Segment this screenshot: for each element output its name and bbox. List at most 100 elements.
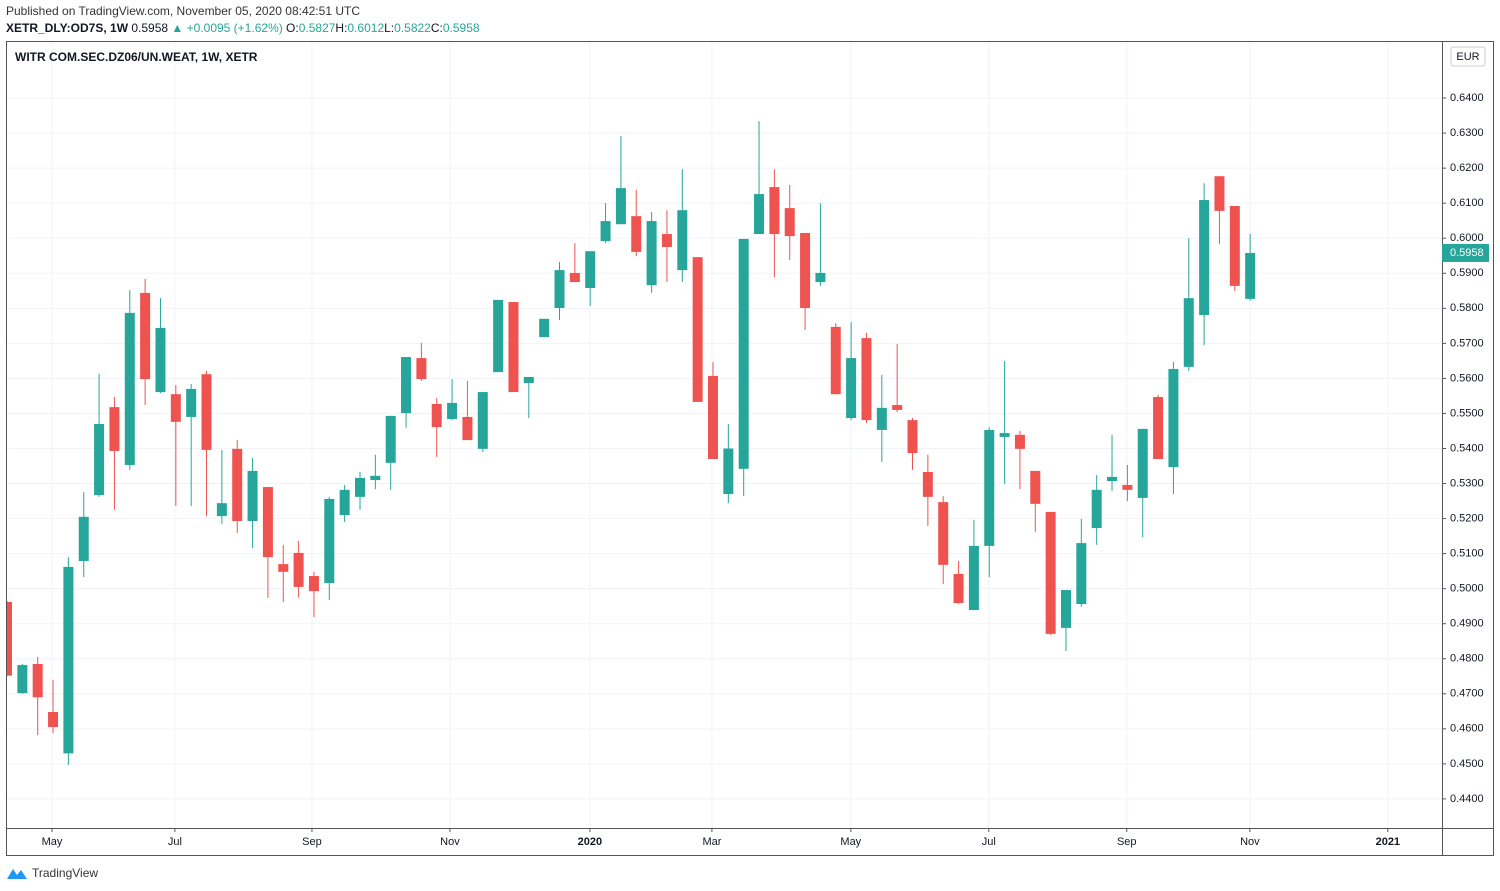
candle-body bbox=[324, 498, 335, 584]
candle-body bbox=[677, 210, 688, 271]
published-line: Published on TradingView.com, November 0… bbox=[6, 4, 360, 18]
candle-body bbox=[1214, 176, 1225, 211]
footer-logo: TradingView bbox=[7, 866, 98, 880]
candle-body bbox=[109, 407, 120, 451]
candle-body bbox=[800, 232, 811, 308]
candle-body bbox=[216, 503, 227, 517]
y-tick-label: 0.5700 bbox=[1450, 337, 1484, 349]
y-tick-label: 0.4800 bbox=[1450, 653, 1484, 665]
candle-body bbox=[738, 238, 749, 469]
y-tick-label: 0.5100 bbox=[1450, 548, 1484, 560]
candle-body bbox=[462, 416, 473, 441]
x-tick-label: Jul bbox=[168, 836, 182, 848]
candle-body bbox=[293, 552, 304, 587]
candle-body bbox=[600, 221, 611, 242]
candle-body bbox=[508, 302, 519, 393]
symbol-line: XETR_DLY:OD7S, 1W 0.5958 ▲ +0.0095 (+1.6… bbox=[6, 21, 480, 35]
y-tick-label: 0.5300 bbox=[1450, 477, 1484, 489]
y-tick-label: 0.6400 bbox=[1450, 92, 1484, 104]
candle-body bbox=[201, 374, 212, 450]
y-tick-label: 0.5000 bbox=[1450, 583, 1484, 595]
candle-body bbox=[401, 357, 412, 414]
y-tick-label: 0.4400 bbox=[1450, 793, 1484, 805]
y-tick-label: 0.5800 bbox=[1450, 302, 1484, 314]
chart-frame bbox=[6, 41, 1494, 856]
change: ▲ +0.0095 (+1.62%) bbox=[171, 21, 283, 35]
candle-body bbox=[815, 272, 826, 283]
last-price-box bbox=[1442, 243, 1489, 262]
logo-icon bbox=[7, 869, 27, 879]
candle-body bbox=[1229, 205, 1240, 286]
candle-body bbox=[1014, 434, 1025, 449]
candle-body bbox=[922, 471, 933, 497]
ohlc-label: C: bbox=[430, 21, 443, 35]
symbol: XETR_DLY:OD7S, 1W bbox=[6, 21, 129, 35]
candle-body bbox=[523, 377, 534, 383]
candle-body bbox=[585, 251, 596, 288]
candle-body bbox=[232, 448, 243, 522]
candle-body bbox=[354, 477, 365, 497]
candle-body bbox=[938, 502, 949, 565]
candle-body bbox=[1122, 484, 1133, 490]
candle-body bbox=[876, 407, 887, 430]
candle-body bbox=[339, 489, 350, 516]
x-tick-label: Jul bbox=[982, 836, 996, 848]
y-tick-label: 0.6200 bbox=[1450, 162, 1484, 174]
x-tick-label: Nov bbox=[440, 836, 460, 848]
y-tick-label: 0.6300 bbox=[1450, 127, 1484, 139]
candle-body bbox=[1107, 476, 1118, 482]
candle-body bbox=[953, 573, 964, 604]
candle-body bbox=[569, 272, 580, 283]
x-tick-label: 2020 bbox=[578, 836, 602, 848]
candle-body bbox=[1030, 470, 1041, 504]
candle-body bbox=[17, 665, 28, 694]
candle-body bbox=[308, 576, 319, 592]
candle-body bbox=[385, 415, 396, 463]
candle-body bbox=[186, 388, 197, 417]
candle-body bbox=[477, 392, 488, 449]
candle-body bbox=[48, 712, 59, 728]
ohlc-label: O: bbox=[286, 21, 299, 35]
x-tick-label: May bbox=[42, 836, 63, 848]
candles bbox=[7, 121, 1256, 765]
y-tick-label: 0.6100 bbox=[1450, 197, 1484, 209]
y-tick-label: 0.4600 bbox=[1450, 723, 1484, 735]
axes: 0.4400 0.4500 0.4600 0.4700 0.4800 0.4900 0.50… bbox=[42, 92, 1489, 848]
candle-body bbox=[278, 564, 289, 572]
brand: TradingView bbox=[32, 866, 98, 880]
y-tick-label: 0.5900 bbox=[1450, 267, 1484, 279]
candle-body bbox=[554, 270, 565, 308]
ohlc-value: 0.6012 bbox=[347, 21, 385, 35]
candle-body bbox=[370, 475, 381, 481]
ohlc-label: H: bbox=[335, 21, 348, 35]
candle-body bbox=[846, 358, 857, 419]
x-tick-label: Mar bbox=[702, 836, 721, 848]
y-tick-label: 0.5600 bbox=[1450, 372, 1484, 384]
candle-body bbox=[999, 433, 1010, 437]
candle-body bbox=[1137, 428, 1148, 498]
candle-body bbox=[170, 394, 181, 422]
candle-body bbox=[646, 221, 657, 286]
candle-body bbox=[769, 187, 780, 235]
y-tick-label: 0.5200 bbox=[1450, 512, 1484, 524]
candle-body bbox=[1153, 396, 1164, 460]
candle-body bbox=[262, 487, 273, 558]
candle-body bbox=[416, 358, 427, 380]
candle-body bbox=[7, 601, 12, 676]
candle-body bbox=[707, 375, 718, 460]
candle-body bbox=[32, 664, 43, 698]
candle-body bbox=[692, 257, 703, 402]
ohlc-value: 0.5958 bbox=[442, 21, 480, 35]
candle-body bbox=[140, 292, 151, 380]
candle-body bbox=[631, 216, 642, 252]
price: 0.5958 bbox=[131, 21, 169, 35]
candle-body bbox=[754, 194, 765, 235]
y-tick-label: 0.4900 bbox=[1450, 618, 1484, 630]
last-price-label: 0.5958 bbox=[1450, 247, 1484, 259]
candle-body bbox=[124, 312, 135, 465]
ohlc-value: 0.5827 bbox=[298, 21, 336, 35]
y-tick-label: 0.4700 bbox=[1450, 688, 1484, 700]
candle-body bbox=[830, 326, 841, 395]
